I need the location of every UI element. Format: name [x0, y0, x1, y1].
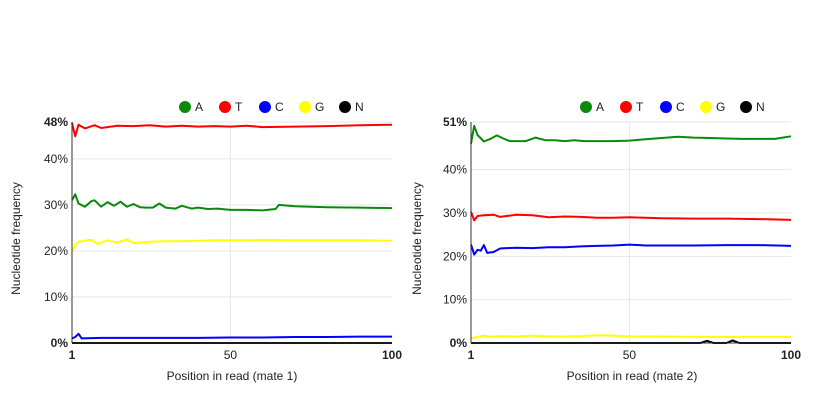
y-tick-label: 51% [443, 115, 467, 129]
series-line-C [71, 332, 392, 340]
x-tick-label: 1 [468, 348, 475, 362]
y-axis-label: Nucleotide frequency [411, 182, 424, 295]
chart-mate-2: 0% 10% 20% 30% 40% 51% 1 50 100 Position in read … [411, 100, 801, 383]
y-tick-label: 0% [450, 336, 468, 350]
legend-marker-A [179, 101, 191, 113]
y-tick-label: 40% [44, 152, 68, 166]
legend-label-N: N [355, 100, 364, 114]
x-tick-label: 100 [781, 348, 801, 362]
y-tick-label: 20% [44, 244, 68, 258]
x-tick-label: 50 [623, 348, 637, 362]
legend-marker-C [660, 101, 672, 113]
chart-mate-1: 0% 10% 20% 30% 40% 48% 1 50 100 Position in read … [9, 100, 402, 383]
series-line-C [470, 243, 792, 256]
x-tick-label: 100 [382, 348, 402, 362]
y-tick-label: 10% [443, 293, 467, 307]
y-tick-label: 0% [51, 336, 69, 350]
series-line-A [470, 124, 792, 144]
series-line-T [470, 211, 792, 222]
legend-marker-N [339, 101, 351, 113]
legend-marker-T [620, 101, 632, 113]
x-axis-label: Position in read (mate 2) [567, 369, 698, 383]
x-tick-label: 50 [224, 348, 238, 362]
x-axis-label: Position in read (mate 1) [167, 369, 298, 383]
y-tick-label: 30% [443, 206, 467, 220]
series-line-A [71, 193, 393, 212]
legend-marker-G [700, 101, 712, 113]
legend-label-G: G [716, 100, 725, 114]
legend-marker-A [580, 101, 592, 113]
y-tick-label: 48% [44, 115, 68, 129]
legend-label-C: C [676, 100, 685, 114]
y-tick-label: 20% [443, 249, 467, 263]
legend-label-T: T [235, 100, 243, 114]
y-tick-label: 10% [44, 290, 68, 304]
legend-marker-T [219, 101, 231, 113]
legend-label-A: A [596, 100, 604, 114]
legend-label-N: N [756, 100, 765, 114]
x-tick-label: 1 [69, 348, 76, 362]
series-line-G [470, 334, 791, 340]
legend-label-C: C [275, 100, 284, 114]
series-line-G [71, 238, 393, 253]
series-line-T [71, 122, 393, 138]
legend-label-A: A [195, 100, 203, 114]
legend-marker-N [740, 101, 752, 113]
y-tick-label: 40% [443, 163, 467, 177]
legend-marker-C [259, 101, 271, 113]
y-tick-label: 30% [44, 198, 68, 212]
y-axis-label: Nucleotide frequency [9, 182, 23, 295]
legend-marker-G [299, 101, 311, 113]
legend-label-G: G [315, 100, 324, 114]
legend-label-T: T [636, 100, 644, 114]
